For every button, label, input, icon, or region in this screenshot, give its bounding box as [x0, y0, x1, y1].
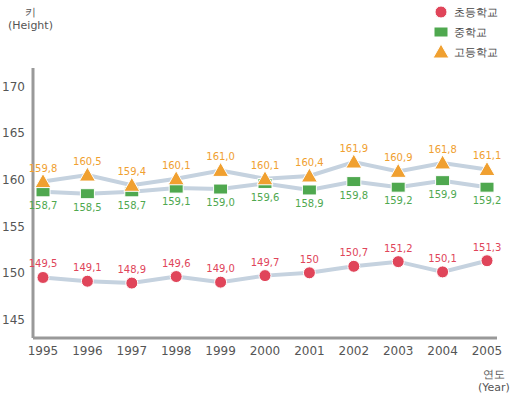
svg-text:2000: 2000 — [250, 344, 281, 358]
html-text:초등학교: 초등학교 — [453, 5, 498, 19]
svg-text:148,9: 148,9 — [117, 264, 146, 275]
svg-text:1998: 1998 — [161, 344, 192, 358]
svg-text:159,9: 159,9 — [428, 189, 457, 200]
svg-text:149,6: 149,6 — [162, 258, 191, 269]
html-text:중학교: 중학교 — [453, 25, 487, 39]
svg-text:158,7: 158,7 — [29, 200, 58, 211]
svg-text:2003: 2003 — [383, 344, 414, 358]
svg-text:150,7: 150,7 — [339, 247, 368, 258]
svg-text:165: 165 — [8, 126, 25, 140]
svg-text:1997: 1997 — [117, 344, 148, 358]
svg-text:160,5: 160,5 — [73, 156, 102, 167]
svg-text:151,2: 151,2 — [384, 243, 413, 254]
svg-text:159,0: 159,0 — [206, 197, 235, 208]
svg-text:159,4: 159,4 — [117, 166, 146, 177]
svg-text:2004: 2004 — [427, 344, 458, 358]
svg-text:160: 160 — [8, 173, 25, 187]
svg-text:155: 155 — [8, 220, 25, 234]
svg-text:145: 145 — [8, 313, 25, 327]
svg-text:158,9: 158,9 — [295, 198, 324, 209]
svg-text:2005: 2005 — [472, 344, 503, 358]
svg-text:149,0: 149,0 — [206, 263, 235, 274]
svg-text:149,5: 149,5 — [29, 258, 58, 269]
svg-text:158,7: 158,7 — [117, 200, 146, 211]
html-text:(Height): (Height) — [8, 19, 53, 32]
svg-text:159,8: 159,8 — [29, 163, 58, 174]
html-text:키: 키 — [25, 6, 36, 19]
svg-text:161,9: 161,9 — [339, 143, 368, 154]
svg-text:161,0: 161,0 — [206, 151, 235, 162]
svg-text:159,1: 159,1 — [162, 196, 191, 207]
svg-text:149,1: 149,1 — [73, 262, 102, 273]
svg-text:1996: 1996 — [72, 344, 103, 358]
svg-text:170: 170 — [8, 80, 25, 94]
svg-text:160,9: 160,9 — [384, 152, 413, 163]
svg-text:149,7: 149,7 — [251, 257, 280, 268]
svg-text:158,5: 158,5 — [73, 202, 102, 213]
svg-text:161,8: 161,8 — [428, 144, 457, 155]
html-text:고등학교: 고등학교 — [453, 45, 498, 59]
svg-text:159,8: 159,8 — [339, 190, 368, 201]
svg-text:1995: 1995 — [28, 344, 59, 358]
svg-text:150: 150 — [300, 254, 319, 265]
svg-text:2001: 2001 — [294, 344, 325, 358]
svg-text:159,2: 159,2 — [473, 195, 502, 206]
svg-text:2002: 2002 — [339, 344, 370, 358]
svg-text:160,4: 160,4 — [295, 157, 324, 168]
svg-text:151,3: 151,3 — [473, 242, 502, 253]
svg-text:160,1: 160,1 — [162, 160, 191, 171]
svg-text:150: 150 — [8, 266, 25, 280]
svg-text:1999: 1999 — [205, 344, 236, 358]
html-text:연도: 연도 — [482, 368, 505, 381]
svg-text:159,6: 159,6 — [251, 192, 280, 203]
svg-text:150,1: 150,1 — [428, 253, 457, 264]
svg-text:161,1: 161,1 — [473, 150, 502, 161]
html-text:(Year): (Year) — [478, 381, 510, 394]
svg-text:159,2: 159,2 — [384, 195, 413, 206]
svg-text:160,1: 160,1 — [251, 160, 280, 171]
